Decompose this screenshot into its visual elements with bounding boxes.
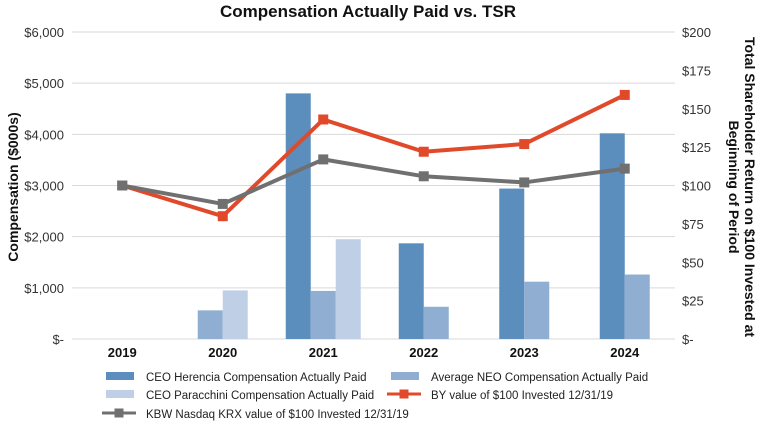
y2-axis-ticks: $- $25 $50 $75 $100 $125 $150 $175 $200	[682, 25, 711, 347]
point-kbw-krx-tsr	[117, 180, 128, 191]
y2-tick-label: $125	[682, 140, 711, 155]
bar-herencia	[285, 93, 311, 340]
y2-tick-label: $175	[682, 63, 711, 78]
line-series-group	[117, 89, 630, 222]
bar-paracchini	[222, 290, 248, 339]
point-by-tsr	[418, 146, 429, 157]
point-by-tsr	[217, 211, 228, 222]
point-kbw-krx-tsr	[519, 177, 530, 188]
x-tick-label: 2023	[510, 345, 539, 360]
x-tick-label: 2021	[309, 345, 338, 360]
x-tick-label: 2019	[108, 345, 137, 360]
legend-label: KBW Nasdaq KRX value of $100 Invested 12…	[146, 409, 409, 421]
y-tick-label: $-	[52, 332, 64, 347]
bar-neo-average	[624, 274, 650, 339]
x-tick-label: 2024	[610, 345, 640, 360]
legend-swatch-marker	[399, 389, 409, 399]
legend-label: BY value of $100 Invested 12/31/19	[431, 390, 613, 402]
point-kbw-krx-tsr	[418, 171, 429, 182]
point-by-tsr	[619, 89, 630, 100]
y-tick-label: $1,000	[24, 281, 64, 296]
bar-neo-average	[310, 290, 336, 339]
y2-axis-title-line1: Total Shareholder Return on $100 Investe…	[742, 37, 758, 337]
bar-series-group	[197, 93, 650, 340]
bar-neo-average	[524, 281, 550, 339]
point-by-tsr	[318, 114, 329, 125]
point-kbw-krx-tsr	[318, 154, 329, 165]
x-tick-label: 2020	[208, 345, 237, 360]
point-kbw-krx-tsr	[619, 163, 630, 174]
bar-herencia	[398, 243, 424, 339]
legend-swatch-bar	[391, 372, 419, 380]
line-by-tsr	[121, 93, 626, 219]
y-axis-title: Compensation ($000s)	[5, 112, 21, 261]
bar-neo-average	[423, 306, 449, 339]
y2-tick-label: $100	[682, 179, 711, 194]
y2-tick-label: $75	[682, 217, 704, 232]
bar-herencia	[499, 188, 525, 339]
y-axis-ticks: $- $1,000 $2,000 $3,000 $4,000 $5,000 $6,000	[24, 25, 64, 347]
y-tick-label: $4,000	[24, 127, 64, 142]
gridlines	[72, 31, 675, 340]
chart-legend: CEO Herencia Compensation Actually Paid A…	[102, 372, 648, 421]
y2-axis-title-line2: Beginning of Period	[726, 121, 742, 254]
y-tick-label: $5,000	[24, 76, 64, 91]
chart-title: Compensation Actually Paid vs. TSR	[220, 2, 516, 21]
bar-paracchini	[335, 239, 361, 339]
y2-tick-label: $200	[682, 25, 711, 40]
y-tick-label: $2,000	[24, 230, 64, 245]
y2-tick-label: $-	[682, 332, 694, 347]
legend-label: Average NEO Compensation Actually Paid	[431, 372, 648, 384]
line-kbw-krx-tsr	[121, 157, 626, 206]
legend-swatch-bar	[106, 372, 134, 380]
x-axis-ticks: 2019 2020 2021 2022 2023 2024	[108, 345, 640, 360]
x-tick-label: 2022	[409, 345, 438, 360]
y2-tick-label: $50	[682, 255, 704, 270]
y-tick-label: $6,000	[24, 25, 64, 40]
legend-label: CEO Paracchini Compensation Actually Pai…	[146, 390, 374, 402]
point-kbw-krx-tsr	[217, 198, 228, 209]
y2-tick-label: $25	[682, 294, 704, 309]
bar-neo-average	[197, 310, 223, 339]
legend-swatch-marker	[114, 408, 124, 418]
legend-label: CEO Herencia Compensation Actually Paid	[146, 372, 367, 384]
point-by-tsr	[519, 139, 530, 150]
y2-tick-label: $150	[682, 102, 711, 117]
legend-swatch-bar	[106, 390, 134, 398]
y-tick-label: $3,000	[24, 179, 64, 194]
